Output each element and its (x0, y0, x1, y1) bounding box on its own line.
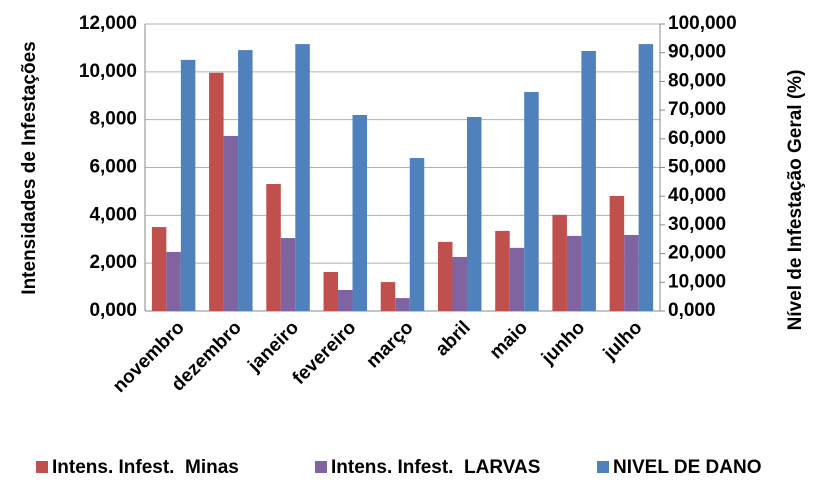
bar (266, 184, 281, 311)
bar (295, 44, 310, 312)
y2-tick-label: 50,000 (668, 157, 726, 178)
x-tick-label: julho (599, 317, 647, 365)
bar (323, 272, 339, 311)
bar (209, 72, 224, 311)
bar (495, 230, 510, 311)
y2-tick-label: 40,000 (668, 185, 726, 206)
x-tick-label: março (362, 317, 417, 372)
bar (380, 282, 396, 311)
legend-label: NIVEL DE DANO (613, 457, 762, 478)
bar (280, 238, 296, 311)
y-tick-label: 2,000 (89, 252, 137, 273)
y2-tick-label: 70,000 (668, 99, 726, 120)
y-tick-label: 0,000 (89, 300, 137, 321)
bar (552, 214, 567, 311)
y-tick-label: 4,000 (89, 204, 137, 225)
x-tick-label: maio (486, 317, 532, 363)
y2-tick-label: 20,000 (668, 243, 726, 264)
y2-tick-label: 100,000 (668, 13, 737, 34)
y-tick-label: 12,000 (79, 13, 137, 34)
x-tick-label: fevereiro (289, 317, 361, 389)
bar (352, 114, 368, 311)
x-tick-label: abril (432, 317, 475, 360)
y2-tick-label: 10,000 (668, 271, 726, 292)
bar (566, 235, 582, 311)
y2-tick-label: 90,000 (668, 42, 726, 63)
legend-label: Intens. Infest. Minas (52, 457, 239, 478)
legend-swatch (36, 461, 48, 473)
y2-tick-label: 0,000 (668, 300, 716, 321)
y2-tick-label: 30,000 (668, 214, 726, 235)
bar (238, 50, 253, 311)
legend-swatch (315, 461, 327, 473)
y2-tick-label: 80,000 (668, 70, 726, 91)
bar (166, 251, 181, 311)
bar (151, 227, 167, 311)
legend-label: Intens. Infest. LARVAS (331, 457, 540, 478)
x-tick-label: junho (537, 317, 589, 369)
bar (638, 44, 654, 312)
bar (180, 59, 196, 311)
y-axis-title: Intensidades de Infestações (19, 41, 40, 294)
bar (395, 298, 410, 311)
bar (524, 92, 539, 311)
y2-tick-label: 60,000 (668, 128, 726, 149)
bar (437, 241, 453, 311)
bar (509, 247, 525, 311)
bar (624, 234, 639, 311)
y-tick-label: 6,000 (89, 157, 137, 178)
y-tick-label: 8,000 (89, 109, 137, 130)
bar (609, 195, 625, 311)
bar (581, 50, 596, 312)
bar (223, 135, 239, 311)
y2-axis-title: Nível de Infestação Geral (%) (785, 70, 806, 331)
bar (452, 256, 467, 311)
legend-swatch (597, 461, 609, 473)
bar (338, 289, 353, 311)
y-tick-label: 10,000 (79, 61, 137, 82)
bar (466, 116, 482, 311)
bar (409, 158, 425, 311)
